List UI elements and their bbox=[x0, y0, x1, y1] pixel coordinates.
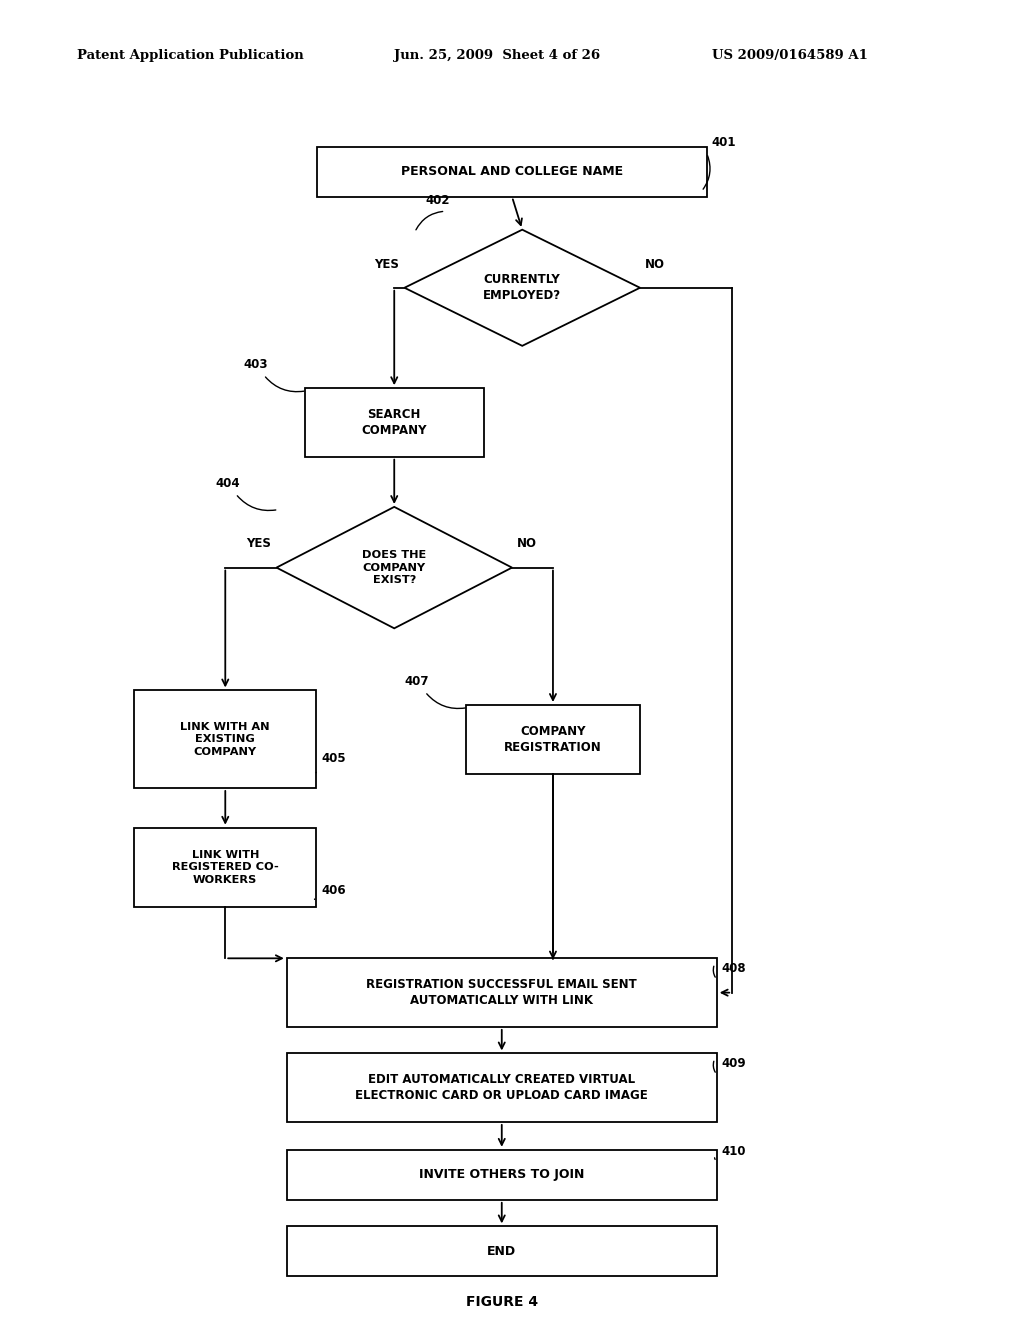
Text: FIGURE 4: FIGURE 4 bbox=[466, 1295, 538, 1309]
Text: CURRENTLY
EMPLOYED?: CURRENTLY EMPLOYED? bbox=[483, 273, 561, 302]
Text: 404: 404 bbox=[215, 477, 240, 490]
Text: US 2009/0164589 A1: US 2009/0164589 A1 bbox=[712, 49, 867, 62]
Text: END: END bbox=[487, 1245, 516, 1258]
Text: 403: 403 bbox=[244, 358, 267, 371]
FancyBboxPatch shape bbox=[287, 1150, 717, 1200]
FancyBboxPatch shape bbox=[305, 388, 483, 457]
Text: COMPANY
REGISTRATION: COMPANY REGISTRATION bbox=[504, 725, 602, 754]
Text: EDIT AUTOMATICALLY CREATED VIRTUAL
ELECTRONIC CARD OR UPLOAD CARD IMAGE: EDIT AUTOMATICALLY CREATED VIRTUAL ELECT… bbox=[355, 1073, 648, 1102]
Text: YES: YES bbox=[247, 537, 271, 550]
Text: NO: NO bbox=[517, 537, 538, 550]
Text: DOES THE
COMPANY
EXIST?: DOES THE COMPANY EXIST? bbox=[362, 550, 426, 585]
Text: PERSONAL AND COLLEGE NAME: PERSONAL AND COLLEGE NAME bbox=[401, 165, 623, 178]
FancyBboxPatch shape bbox=[287, 958, 717, 1027]
FancyBboxPatch shape bbox=[317, 147, 707, 197]
Text: 406: 406 bbox=[322, 884, 346, 898]
Text: LINK WITH AN
EXISTING
COMPANY: LINK WITH AN EXISTING COMPANY bbox=[180, 722, 270, 756]
Text: 401: 401 bbox=[712, 136, 736, 149]
Text: LINK WITH
REGISTERED CO-
WORKERS: LINK WITH REGISTERED CO- WORKERS bbox=[172, 850, 279, 884]
Text: 407: 407 bbox=[404, 675, 429, 688]
FancyBboxPatch shape bbox=[287, 1226, 717, 1276]
FancyBboxPatch shape bbox=[287, 1053, 717, 1122]
Text: Jun. 25, 2009  Sheet 4 of 26: Jun. 25, 2009 Sheet 4 of 26 bbox=[394, 49, 600, 62]
Text: YES: YES bbox=[375, 257, 399, 271]
Text: 402: 402 bbox=[425, 194, 450, 207]
Polygon shape bbox=[404, 230, 640, 346]
Text: 410: 410 bbox=[722, 1144, 746, 1158]
Text: 408: 408 bbox=[722, 962, 746, 975]
Text: 405: 405 bbox=[322, 752, 346, 766]
Text: INVITE OTHERS TO JOIN: INVITE OTHERS TO JOIN bbox=[419, 1168, 585, 1181]
Text: NO: NO bbox=[645, 257, 666, 271]
Text: SEARCH
COMPANY: SEARCH COMPANY bbox=[361, 408, 427, 437]
Polygon shape bbox=[276, 507, 512, 628]
Text: Patent Application Publication: Patent Application Publication bbox=[77, 49, 303, 62]
Text: 409: 409 bbox=[722, 1057, 746, 1071]
FancyBboxPatch shape bbox=[134, 828, 316, 907]
FancyBboxPatch shape bbox=[466, 705, 640, 774]
Text: REGISTRATION SUCCESSFUL EMAIL SENT
AUTOMATICALLY WITH LINK: REGISTRATION SUCCESSFUL EMAIL SENT AUTOM… bbox=[367, 978, 637, 1007]
FancyBboxPatch shape bbox=[134, 690, 316, 788]
